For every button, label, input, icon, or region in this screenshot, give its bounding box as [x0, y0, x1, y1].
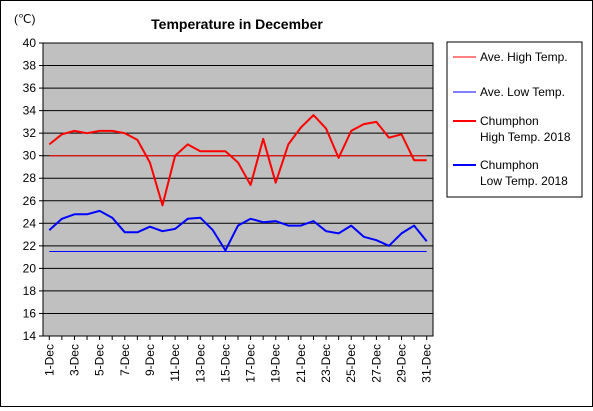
y-tick-label: 22 [23, 239, 37, 253]
legend-label: Chumphon [480, 114, 539, 128]
y-tick-label: 24 [23, 216, 37, 230]
legend-box [446, 41, 583, 198]
y-tick-label: 36 [23, 81, 37, 95]
x-tick-label: 31-Dec [420, 344, 434, 383]
y-unit-label: (℃) [14, 12, 35, 26]
x-tick-label: 25-Dec [344, 344, 358, 383]
plot-background [42, 42, 434, 337]
x-tick-label: 27-Dec [369, 344, 383, 383]
x-tick-label: 9-Dec [143, 344, 157, 376]
x-tick-label: 15-Dec [218, 344, 232, 383]
legend-label: Chumphon [480, 158, 539, 172]
x-tick-label: 11-Dec [168, 344, 182, 382]
y-tick-label: 32 [23, 126, 37, 140]
x-tick-label: 5-Dec [93, 344, 107, 376]
y-tick-label: 16 [23, 306, 37, 320]
chart-title: Temperature in December [151, 16, 323, 32]
x-tick-label: 13-Dec [193, 344, 207, 383]
y-tick-label: 20 [23, 261, 37, 275]
x-tick-label: 23-Dec [319, 344, 333, 383]
x-tick-label: 17-Dec [244, 344, 258, 383]
x-tick-label: 3-Dec [67, 344, 81, 376]
plot-area: 14 16 18 20 22 24 26 28 30 32 34 36 38 40 1-Dec 3-Dec 5-… [23, 36, 434, 383]
y-tick-label: 34 [23, 104, 37, 118]
x-tick-label: 21-Dec [294, 344, 308, 383]
legend-label: Low Temp. 2018 [480, 174, 568, 188]
y-tick-label: 26 [23, 194, 37, 208]
y-tick-label: 18 [23, 284, 37, 298]
series-line [48, 209, 428, 252]
y-tick-label: 40 [23, 36, 37, 50]
legend-label: Ave. High Temp. [480, 50, 568, 64]
x-tick-label: 19-Dec [269, 344, 283, 383]
y-tick-label: 28 [23, 171, 37, 185]
legend-label: High Temp. 2018 [480, 130, 571, 144]
x-tick-label: 1-Dec [42, 344, 56, 376]
legend-label: Ave. Low Temp. [480, 85, 565, 99]
series-line [48, 114, 427, 207]
y-tick-label: 14 [23, 329, 37, 343]
y-tick-label: 38 [23, 59, 37, 73]
y-tick-label: 30 [23, 149, 37, 163]
legend: Ave. High Temp. Ave. Low Temp. Chumphon Hig… [446, 41, 583, 198]
x-tick-label: 29-Dec [395, 344, 409, 383]
x-tick-label: 7-Dec [118, 344, 132, 376]
